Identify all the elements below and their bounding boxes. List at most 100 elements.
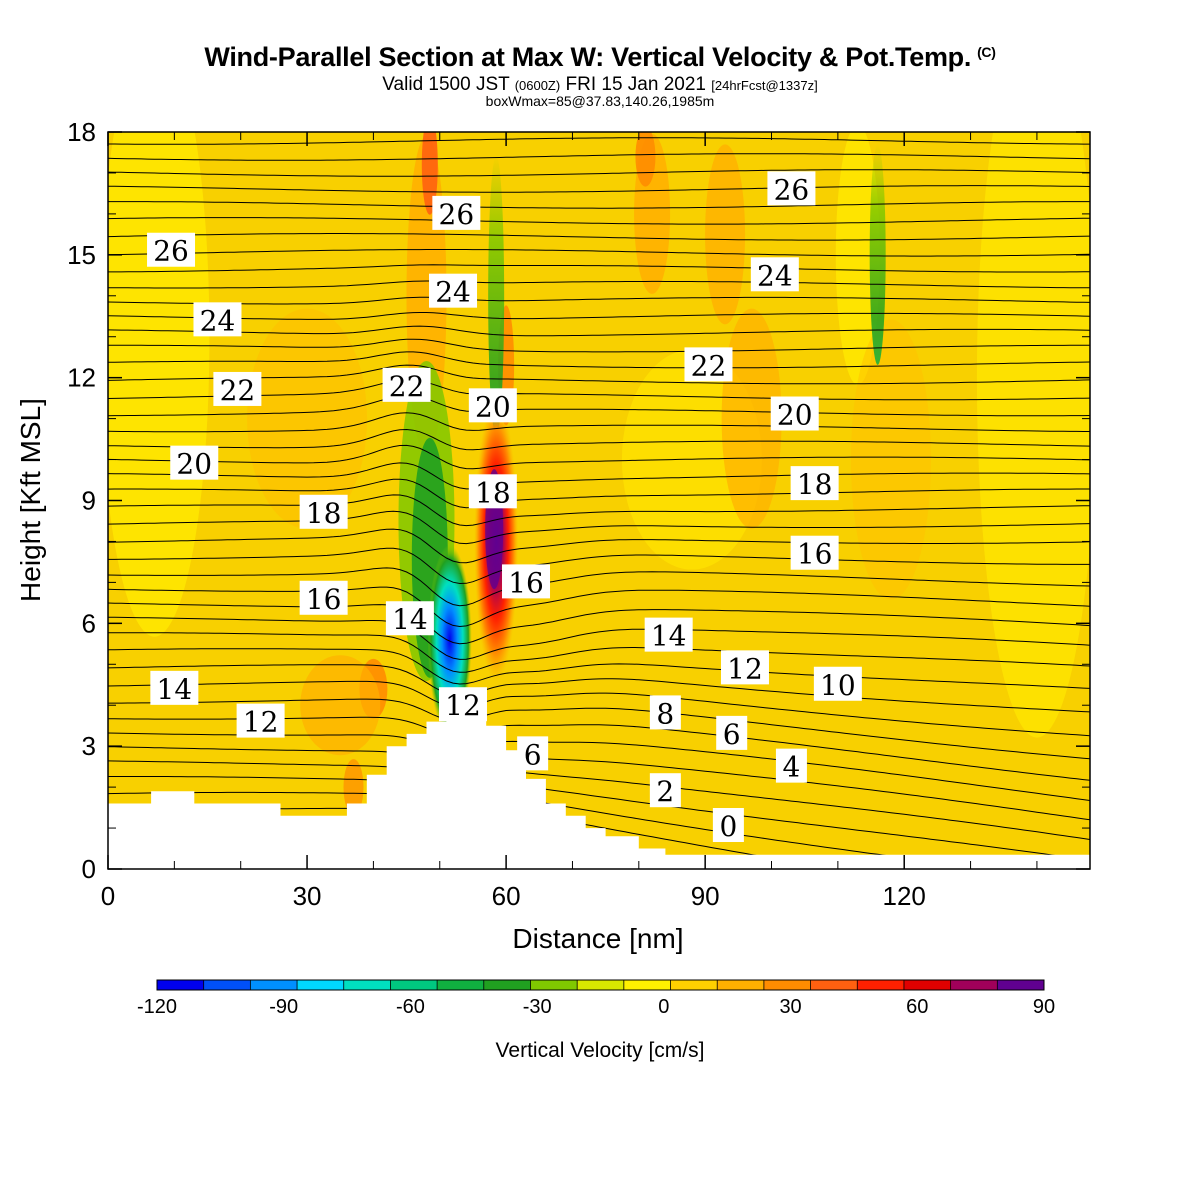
contour-label: 26 xyxy=(147,232,196,268)
contour-label-box xyxy=(236,703,285,738)
colorbar-tick-label: 90 xyxy=(1033,996,1055,1018)
colorbar-segment xyxy=(530,980,578,990)
contour-label: 24 xyxy=(750,257,799,292)
theta-contour xyxy=(108,648,1090,689)
theta-contour xyxy=(108,567,1090,607)
contour-label-box xyxy=(720,650,769,685)
theta-contour xyxy=(108,462,1090,490)
theta-contour xyxy=(108,680,1090,737)
contour-label-box xyxy=(750,257,799,292)
velocity-patch xyxy=(247,308,368,529)
x-tick-label: 90 xyxy=(691,881,720,911)
theta-contour xyxy=(108,296,1090,305)
contour-label-box xyxy=(468,474,517,509)
contour-label: 6 xyxy=(517,736,549,771)
contour-label-box xyxy=(790,466,839,501)
contour-label: 24 xyxy=(429,273,478,309)
terrain xyxy=(108,713,1090,869)
theta-contour xyxy=(108,137,1090,145)
contour-label: 2 xyxy=(649,773,681,808)
contour-label-box xyxy=(147,232,196,267)
copyright-mark: (C) xyxy=(977,44,996,60)
velocity-patch xyxy=(427,544,472,735)
colorbar-segment xyxy=(390,980,438,990)
colorbar-tick-label: -120 xyxy=(137,996,177,1018)
velocity-patch xyxy=(300,655,381,756)
y-tick-label: 18 xyxy=(67,117,96,147)
colorbar-segment xyxy=(297,980,345,990)
contour-label-text: 26 xyxy=(774,173,810,206)
theta-contour xyxy=(108,280,1090,289)
contour-label-box xyxy=(193,302,242,337)
colorbar-segment xyxy=(903,980,952,990)
colorbar-tick-label: -60 xyxy=(396,996,425,1018)
contour-label-text: 12 xyxy=(727,652,763,685)
x-tick-label: 60 xyxy=(492,881,521,911)
contour-label-text: 12 xyxy=(445,689,481,722)
contour-label-text: 20 xyxy=(777,399,813,432)
y-tick-label: 12 xyxy=(67,363,96,393)
colorbar-segment xyxy=(670,980,718,990)
contour-label-box xyxy=(468,388,517,423)
forecast-info: [24hrFcst@1337z] xyxy=(711,78,818,93)
contour-label-box xyxy=(438,687,487,722)
contour-label-text: 2 xyxy=(656,775,674,808)
theta-contour xyxy=(108,510,1090,545)
theta-contour xyxy=(108,325,1090,337)
theta-contour xyxy=(108,428,1090,451)
contour-label: 18 xyxy=(468,474,517,509)
theta-contour xyxy=(108,233,1090,241)
contour-label-text: 22 xyxy=(220,374,256,407)
contour-label-box xyxy=(432,195,481,230)
contour-label-text: 26 xyxy=(439,198,475,231)
colorbar-segment xyxy=(250,980,298,990)
contour-label-text: 18 xyxy=(475,476,511,509)
y-axis-title: Height [Kft MSL] xyxy=(15,398,46,602)
contour-label-text: 14 xyxy=(157,673,193,706)
contour-label: 6 xyxy=(716,715,748,751)
theta-contour xyxy=(108,338,1090,353)
contour-label: 4 xyxy=(775,748,807,784)
contour-label-text: 20 xyxy=(176,448,212,481)
x-tick-label: 120 xyxy=(883,881,926,911)
contour-label-box xyxy=(502,564,551,599)
colorbar-segment xyxy=(810,980,858,990)
theta-contour xyxy=(108,379,1090,401)
valid-time-utc: (0600Z) xyxy=(514,78,561,93)
contour-label-text: 10 xyxy=(820,669,856,702)
contour-label: 14 xyxy=(644,617,693,653)
contour-label-text: 24 xyxy=(757,259,793,292)
theta-contour xyxy=(108,602,1090,645)
theta-contour xyxy=(108,528,1090,564)
field-background xyxy=(108,132,1090,869)
velocity-patch xyxy=(850,319,931,600)
colorbar-segment xyxy=(577,980,625,990)
velocity-patch xyxy=(835,132,880,385)
contour-label: 18 xyxy=(790,466,839,501)
valid-date: FRI 15 Jan 2021 xyxy=(565,74,706,95)
theta-contour xyxy=(108,412,1090,433)
velocity-patch xyxy=(721,308,782,529)
contour-label-box xyxy=(649,695,681,730)
y-tick-label: 0 xyxy=(82,854,96,884)
theta-contour xyxy=(108,90,1090,97)
theta-contour xyxy=(108,264,1090,273)
contour-label: 18 xyxy=(299,494,348,530)
contour-label: 20 xyxy=(170,445,219,481)
box-wmax-note: boxWmax=85@37.83,140.26,1985m xyxy=(485,93,715,109)
contour-label-box xyxy=(716,715,748,750)
theta-contour xyxy=(108,616,1090,660)
contour-label: 12 xyxy=(438,687,487,722)
colorbar-tick-label: -30 xyxy=(523,996,552,1018)
contour-label-box xyxy=(649,773,681,808)
theta-contour xyxy=(108,395,1090,417)
terrain-profile xyxy=(108,713,1090,869)
theta-contour xyxy=(108,169,1090,177)
colorbar-title: Vertical Velocity [cm/s] xyxy=(496,1039,705,1062)
y-tick-label: 9 xyxy=(82,486,96,516)
theta-contour xyxy=(108,185,1090,193)
contour-label-text: 16 xyxy=(306,583,342,616)
y-tick-label: 6 xyxy=(82,608,96,638)
contour-label: 24 xyxy=(193,302,242,337)
theta-contour xyxy=(108,153,1090,161)
